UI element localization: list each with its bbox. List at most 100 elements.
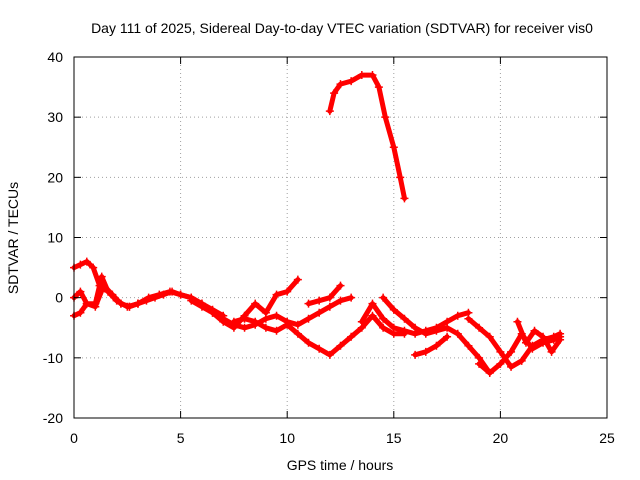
data-point-marker (116, 299, 125, 308)
data-point-marker (315, 308, 324, 317)
data-point-marker (357, 317, 366, 326)
data-point-marker (453, 311, 462, 320)
data-point-marker (411, 323, 420, 332)
data-point-marker (539, 332, 548, 341)
data-point-marker (443, 332, 452, 341)
data-point-marker (374, 83, 383, 92)
data-point-marker (325, 350, 334, 359)
x-axis-label: GPS time / hours (287, 457, 394, 473)
data-point-marker (97, 272, 106, 281)
x-tick-labels: 0 5 10 15 20 25 (70, 430, 615, 446)
series-line-track-c (71, 274, 141, 310)
data-series (70, 71, 565, 377)
data-point-marker (528, 344, 537, 353)
data-point-marker (496, 359, 505, 368)
data-point-marker (76, 287, 85, 296)
data-point-marker (315, 296, 324, 305)
y-tick-label: 30 (47, 109, 63, 125)
data-point-marker (325, 107, 334, 116)
data-point-marker (368, 299, 377, 308)
data-point-marker (389, 323, 398, 332)
data-point-marker (347, 332, 356, 341)
data-point-marker (219, 314, 228, 323)
y-tick-label: 20 (47, 169, 63, 185)
data-point-marker (432, 341, 441, 350)
data-point-marker (272, 311, 281, 320)
data-point-marker (283, 320, 292, 329)
data-point-marker (168, 287, 177, 296)
data-point-marker (400, 326, 409, 335)
data-point-marker (272, 290, 281, 299)
series-line-track-j (412, 334, 450, 358)
data-point-marker (142, 296, 151, 305)
data-point-marker (357, 71, 366, 80)
x-tick-label: 5 (177, 430, 185, 446)
y-tick-label: -20 (43, 410, 63, 426)
data-point-marker (293, 320, 302, 329)
data-point-marker (368, 71, 377, 80)
data-point-marker (347, 293, 356, 302)
data-point-marker (421, 329, 430, 338)
data-point-marker (261, 323, 270, 332)
data-point-marker (453, 329, 462, 338)
series-line-track-m (515, 319, 563, 355)
data-point-marker (159, 290, 168, 299)
grid (74, 57, 607, 418)
data-point-marker (336, 281, 345, 290)
data-point-marker (464, 314, 473, 323)
data-point-marker (368, 311, 377, 320)
data-point-marker (396, 173, 405, 182)
y-axis-label: SDTVAR / TECUs (5, 182, 21, 294)
series-line-track-k (465, 316, 563, 370)
data-point-marker (507, 362, 516, 371)
data-point-marker (76, 260, 85, 269)
x-tick-label: 10 (279, 430, 295, 446)
data-point-marker (547, 347, 556, 356)
data-point-marker (304, 299, 313, 308)
data-point-marker (240, 323, 249, 332)
data-point-marker (379, 293, 388, 302)
data-point-marker (507, 347, 516, 356)
data-point-marker (283, 287, 292, 296)
data-point-marker (82, 257, 91, 266)
data-point-marker (261, 314, 270, 323)
data-point-marker (530, 326, 539, 335)
axis-ticks (73, 56, 608, 419)
data-point-marker (125, 302, 134, 311)
data-point-marker (389, 143, 398, 152)
data-point-marker (104, 287, 113, 296)
data-point-marker (76, 308, 85, 317)
data-point-marker (475, 323, 484, 332)
y-tick-labels: -20 -10 0 10 20 30 40 (43, 49, 63, 426)
data-point-marker (251, 317, 260, 326)
data-point-marker (89, 263, 98, 272)
data-point-marker (197, 302, 206, 311)
data-point-marker (82, 299, 91, 308)
plot-frame (73, 56, 608, 419)
x-tick-label: 25 (599, 430, 615, 446)
data-point-marker (400, 314, 409, 323)
data-point-marker (272, 326, 281, 335)
data-point-marker (325, 302, 334, 311)
data-point-marker (400, 194, 409, 203)
data-point-marker (336, 80, 345, 89)
y-tick-label: 40 (47, 49, 63, 65)
data-point-marker (110, 293, 119, 302)
data-point-marker (381, 113, 390, 122)
data-point-marker (336, 296, 345, 305)
chart-title: Day 111 of 2025, Sidereal Day-to-day VTE… (91, 20, 593, 36)
data-point-marker (485, 332, 494, 341)
data-point-marker (293, 329, 302, 338)
data-point-marker (325, 293, 334, 302)
data-point-marker (513, 317, 522, 326)
x-tick-label: 15 (386, 430, 402, 446)
data-point-marker (521, 338, 530, 347)
data-point-marker (347, 77, 356, 86)
data-point-marker (315, 344, 324, 353)
data-point-marker (556, 335, 565, 344)
data-point-marker (336, 341, 345, 350)
y-tick-label: -10 (43, 350, 63, 366)
data-point-marker (229, 317, 238, 326)
data-point-marker (421, 347, 430, 356)
